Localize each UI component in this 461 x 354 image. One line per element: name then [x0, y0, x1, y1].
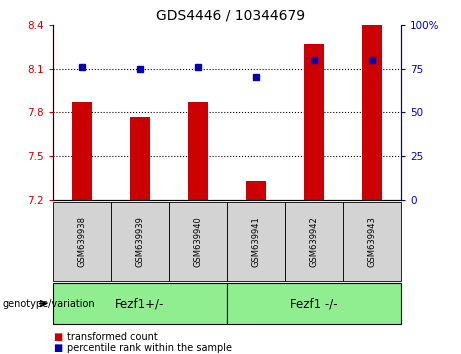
Text: GSM639943: GSM639943: [367, 216, 377, 267]
Text: GSM639942: GSM639942: [309, 216, 319, 267]
Bar: [246, 181, 266, 200]
Bar: [362, 25, 382, 200]
Text: Fezf1+/-: Fezf1+/-: [115, 297, 165, 310]
Text: ■: ■: [53, 343, 62, 353]
Text: Fezf1 -/-: Fezf1 -/-: [290, 297, 338, 310]
Text: genotype/variation: genotype/variation: [2, 298, 95, 309]
Bar: [304, 44, 324, 200]
Text: GSM639938: GSM639938: [77, 216, 87, 267]
Text: ■: ■: [53, 332, 62, 342]
Text: percentile rank within the sample: percentile rank within the sample: [67, 343, 232, 353]
Text: GSM639939: GSM639939: [136, 216, 145, 267]
Text: GSM639941: GSM639941: [252, 216, 260, 267]
Bar: [130, 117, 150, 200]
Text: transformed count: transformed count: [67, 332, 158, 342]
Text: GSM639940: GSM639940: [194, 216, 202, 267]
Bar: [188, 102, 208, 200]
Text: GDS4446 / 10344679: GDS4446 / 10344679: [156, 9, 305, 23]
Bar: [72, 102, 92, 200]
